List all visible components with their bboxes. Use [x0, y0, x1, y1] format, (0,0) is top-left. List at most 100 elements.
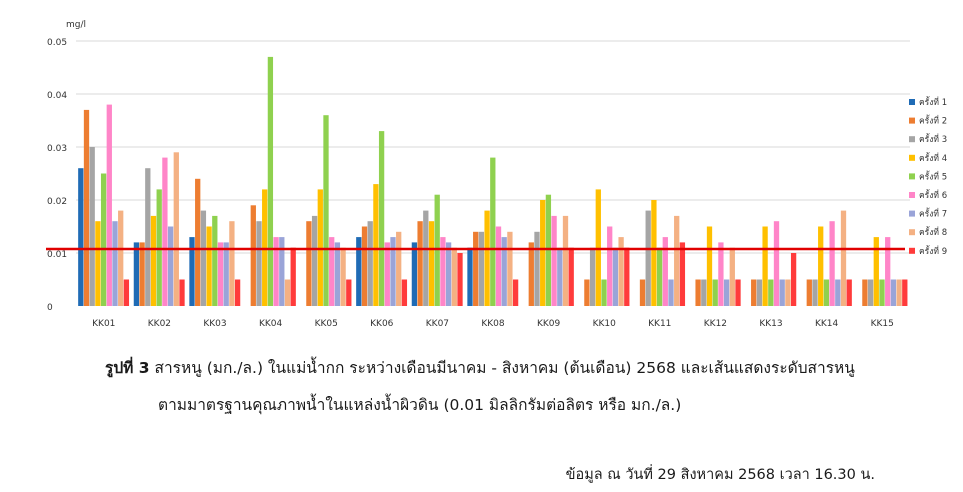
bar-kk06-s7 — [390, 237, 396, 306]
bar-kk02-s7 — [167, 226, 174, 306]
bar-kk10-s4 — [595, 189, 601, 306]
bar-kk03-s4 — [206, 226, 212, 306]
bar-kk01-s4 — [95, 221, 101, 306]
bar-kk07-s2 — [417, 221, 423, 306]
figure-caption-line2: ตามมาตรฐานคุณภาพน้ำในแหล่งน้ำผิวดิน (0.0… — [158, 396, 682, 414]
x-tick-label: KK14 — [815, 319, 839, 329]
bar-kk07-s9 — [457, 253, 463, 306]
bar-kk03-s7 — [223, 242, 229, 306]
bar-kk11-s7 — [668, 279, 674, 306]
bar-kk06-s1 — [356, 237, 362, 306]
bar-kk03-s5 — [212, 215, 218, 306]
bar-kk13-s2 — [751, 279, 757, 306]
bar-kk14-s4 — [818, 226, 824, 306]
bar-kk03-s9 — [234, 279, 241, 306]
bar-kk02-s8 — [173, 152, 179, 306]
bar-kk14-s3 — [812, 279, 818, 306]
y-tick-label: 0.01 — [47, 250, 67, 260]
bar-kk13-s8 — [785, 279, 791, 306]
bar-kk06-s8 — [396, 231, 402, 306]
legend-label: ครั้งที่ 9 — [919, 245, 947, 257]
legend-label: ครั้งที่ 8 — [919, 226, 947, 238]
bar-kk15-s6 — [885, 237, 891, 306]
legend-swatch — [909, 192, 915, 198]
bar-kk06-s6 — [384, 242, 390, 306]
bar-kk09-s3 — [534, 231, 540, 306]
bar-kk01-s1 — [78, 168, 84, 306]
bar-kk05-s8 — [340, 247, 346, 306]
legend-swatch — [909, 229, 915, 236]
x-tick-label: KK12 — [704, 319, 727, 329]
bar-kk09-s7 — [557, 247, 563, 306]
bar-kk15-s2 — [862, 279, 868, 306]
bar-kk02-s1 — [133, 242, 140, 306]
y-tick-label: 0.02 — [47, 197, 67, 207]
bar-kk02-s3 — [145, 168, 151, 306]
bar-kk05-s4 — [317, 189, 323, 306]
bar-kk05-s2 — [306, 221, 312, 306]
bar-kk04-s2 — [250, 205, 256, 306]
x-tick-label: KK08 — [481, 319, 505, 329]
bar-kk04-s5 — [267, 56, 274, 307]
bar-kk09-s6 — [551, 215, 557, 306]
bar-kk09-s2 — [528, 242, 534, 306]
figure-label: รูปที่ 3 — [105, 359, 150, 377]
bar-kk15-s9 — [902, 279, 908, 306]
y-tick-label: 0.05 — [47, 38, 67, 48]
bar-kk08-s9 — [512, 279, 519, 306]
bar-kk13-s6 — [773, 221, 780, 306]
x-tick-label: KK05 — [315, 319, 338, 329]
bar-kk15-s5 — [879, 279, 885, 306]
bar-kk12-s9 — [735, 279, 741, 306]
bar-kk06-s3 — [367, 221, 373, 306]
bar-kk12-s7 — [723, 279, 730, 306]
bar-kk15-s3 — [867, 279, 874, 306]
bar-kk09-s5 — [545, 194, 552, 306]
bar-kk10-s8 — [618, 237, 624, 306]
figure-caption-line1: รูปที่ 3 สารหนู (มก./ล.) ในแม่น้ำกก ระหว… — [105, 355, 963, 380]
bar-kk05-s7 — [334, 242, 341, 306]
bar-kk05-s6 — [329, 237, 335, 306]
legend-swatch — [909, 154, 915, 161]
bar-kk07-s7 — [445, 242, 452, 306]
legend-swatch — [909, 210, 915, 217]
bar-kk10-s7 — [612, 247, 619, 306]
bar-kk05-s3 — [311, 215, 318, 306]
y-axis-ticks: 0.05 0.04 0.03 0.02 0.01 0 — [47, 38, 67, 313]
bar-kk04-s8 — [284, 279, 291, 306]
bar-kk12-s2 — [695, 279, 701, 306]
bar-kk03-s8 — [229, 221, 235, 306]
x-tick-label: KK01 — [92, 319, 115, 329]
legend-label: ครั้งที่ 1 — [919, 96, 947, 108]
bar-kk04-s6 — [273, 237, 279, 306]
bar-kk15-s4 — [873, 237, 879, 306]
legend-label: ครั้งที่ 4 — [919, 152, 947, 164]
bar-kk01-s9 — [123, 279, 130, 306]
bar-kk08-s5 — [490, 157, 496, 306]
bar-kk08-s7 — [501, 237, 507, 306]
bar-kk04-s3 — [256, 221, 262, 306]
bar-kk08-s4 — [484, 210, 490, 306]
bar-kk08-s6 — [495, 226, 502, 306]
x-tick-label: KK09 — [537, 319, 561, 329]
data-timestamp-note: ข้อมูล ณ วันที่ 29 สิงหาคม 2568 เวลา 16.… — [565, 467, 875, 483]
bar-kk13-s9 — [790, 253, 797, 306]
bar-kk02-s2 — [139, 242, 145, 306]
bar-kk01-s6 — [106, 104, 112, 306]
bar-kk01-s5 — [100, 173, 107, 306]
bar-kk12-s3 — [701, 279, 707, 306]
x-tick-label: KK07 — [426, 319, 449, 329]
bar-kk01-s7 — [112, 221, 118, 306]
bar-kk02-s6 — [162, 157, 168, 306]
legend: ครั้งที่ 1 ครั้งที่ 2 ครั้งที่ 3 ครั้งที่ 4… — [909, 96, 947, 257]
legend-swatch — [909, 173, 915, 180]
bar-kk02-s9 — [179, 279, 185, 306]
legend-swatch — [909, 99, 915, 105]
legend-swatch — [909, 247, 915, 254]
legend-label: ครั้งที่ 5 — [919, 170, 947, 182]
x-tick-label: KK13 — [759, 319, 782, 329]
bar-kk11-s8 — [674, 215, 680, 306]
bar-kk07-s3 — [423, 210, 429, 306]
bar-kk06-s4 — [373, 184, 379, 306]
bar-kk08-s1 — [467, 247, 473, 306]
